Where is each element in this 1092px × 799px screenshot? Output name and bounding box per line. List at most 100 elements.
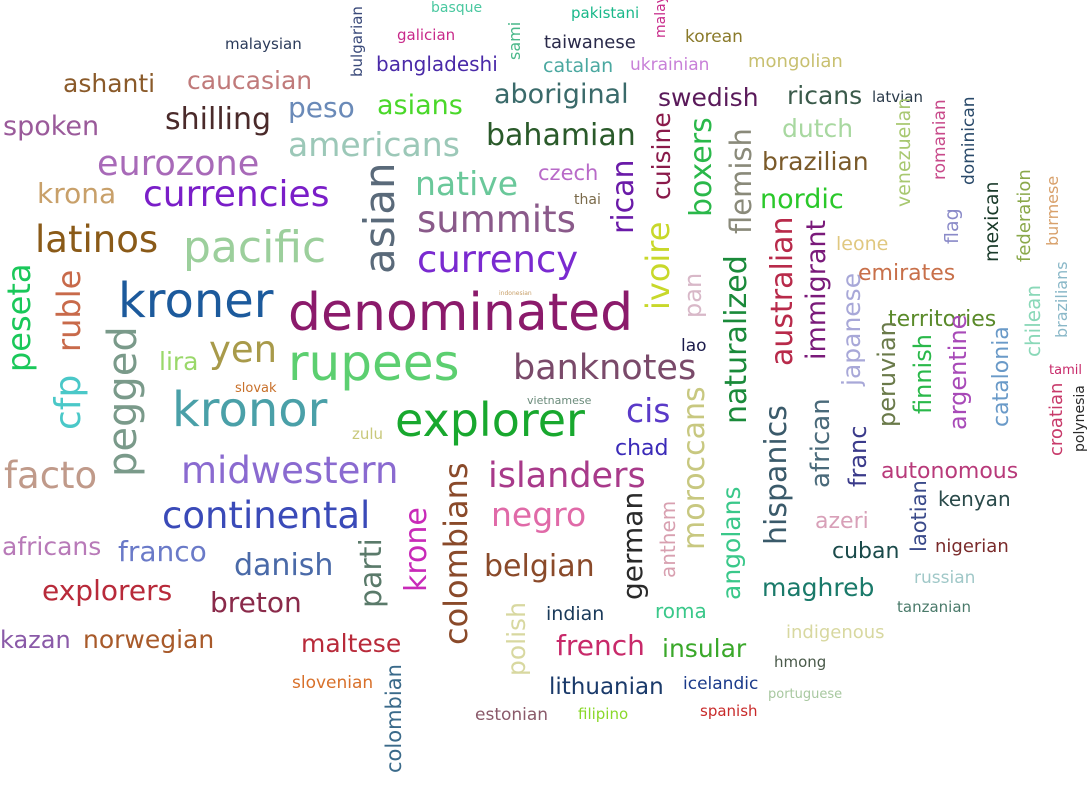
word-brazilians: brazilians: [1052, 261, 1071, 338]
word-franco: franco: [118, 535, 207, 568]
word-hispanics: hispanics: [759, 405, 794, 545]
word-kenyan: kenyan: [938, 487, 1011, 511]
word-german: german: [616, 492, 649, 600]
word-norwegian: norwegian: [83, 625, 214, 654]
word-malaysian: malaysian: [225, 35, 302, 53]
word-currencies: currencies: [143, 174, 329, 215]
word-native: native: [415, 164, 518, 203]
word-africans: africans: [2, 532, 101, 561]
word-laotian: laotian: [907, 480, 931, 552]
word-basque: basque: [431, 0, 482, 16]
word-banknotes: banknotes: [513, 348, 696, 388]
word-leone: leone: [836, 233, 888, 255]
word-mexican: mexican: [981, 181, 1003, 262]
word-peseta: peseta: [0, 263, 38, 372]
word-peruvian: peruvian: [873, 321, 901, 427]
word-vietnamese: vietnamese: [527, 394, 592, 407]
word-african: african: [806, 398, 836, 488]
word-facto: facto: [4, 454, 97, 497]
word-bangladeshi: bangladeshi: [376, 52, 498, 76]
word-catalonia: catalonia: [989, 326, 1014, 427]
words-vertical: asian pegged peseta ruble cfp rican cuis…: [0, 0, 1088, 773]
word-federation: federation: [1014, 169, 1035, 262]
word-japanese: japanese: [837, 273, 866, 387]
word-korean: korean: [685, 27, 743, 47]
word-indigenous: indigenous: [786, 622, 885, 643]
word-venezuelan: venezuelan: [893, 98, 915, 207]
words-horizontal: denominated rupees kroner kronor explore…: [0, 0, 1082, 725]
word-spoken: spoken: [3, 111, 99, 142]
word-chad: chad: [615, 436, 669, 461]
word-kroner: kroner: [118, 273, 274, 329]
word-maghreb: maghreb: [762, 573, 874, 602]
word-zulu: zulu: [352, 425, 383, 443]
word-ricans: ricans: [787, 81, 862, 110]
word-denominated: denominated: [288, 283, 633, 343]
word-galician: galician: [397, 26, 455, 44]
word-polynesia: polynesia: [1072, 385, 1088, 452]
word-cuban: cuban: [832, 539, 899, 564]
word-spanish: spanish: [700, 702, 758, 720]
word-lithuanian: lithuanian: [549, 674, 664, 700]
word-rican: rican: [606, 159, 641, 234]
word-french: french: [556, 629, 645, 662]
word-icelandic: icelandic: [683, 674, 758, 694]
word-anthem: anthem: [656, 501, 680, 578]
word-ashanti: ashanti: [63, 69, 155, 98]
word-emirates: emirates: [858, 261, 955, 286]
word-polish: polish: [502, 602, 531, 676]
word-pakistani: pakistani: [571, 4, 639, 22]
word-islanders: islanders: [488, 456, 646, 496]
word-brazilian: brazilian: [762, 147, 869, 176]
word-belgian: belgian: [484, 549, 595, 584]
word-taiwanese: taiwanese: [544, 32, 636, 53]
word-dutch: dutch: [782, 114, 853, 143]
word-danish: danish: [234, 548, 333, 583]
word-sami: sami: [505, 22, 524, 60]
word-americans: americans: [288, 125, 460, 164]
word-burmese: burmese: [1043, 176, 1062, 246]
word-peso: peso: [288, 91, 355, 124]
word-territories: territories: [888, 307, 996, 332]
word-mongolian: mongolian: [748, 51, 843, 72]
word-argentine: argentine: [944, 315, 972, 430]
word-asians: asians: [377, 90, 463, 121]
word-franc: franc: [844, 426, 872, 487]
word-bahamian: bahamian: [486, 118, 636, 153]
word-krone: krone: [399, 507, 434, 592]
word-ivoire: ivoire: [639, 222, 677, 310]
word-pan: pan: [679, 273, 707, 318]
word-krona: krona: [37, 177, 116, 210]
word-angolans: angolans: [717, 487, 746, 600]
word-kazan: kazan: [0, 626, 71, 654]
word-catalan: catalan: [543, 55, 613, 77]
word-caucasian: caucasian: [187, 66, 312, 95]
word-eurozone: eurozone: [97, 144, 259, 184]
word-naturalized: naturalized: [719, 255, 754, 424]
word-thai: thai: [574, 192, 601, 208]
word-insular: insular: [662, 634, 747, 663]
word-estonian: estonian: [475, 705, 548, 725]
word-latvian: latvian: [872, 88, 923, 106]
word-swedish: swedish: [658, 83, 759, 112]
word-autonomous: autonomous: [881, 459, 1018, 484]
word-ruble: ruble: [50, 270, 88, 352]
word-indonesian: indonesian: [499, 290, 532, 297]
word-lira: lira: [159, 347, 199, 376]
word-croatian: croatian: [1046, 383, 1067, 456]
word-maltese: maltese: [301, 629, 401, 658]
word-asian: asian: [355, 162, 404, 274]
word-czech: czech: [538, 161, 598, 185]
word-lao: lao: [681, 336, 707, 356]
word-roma: roma: [655, 599, 707, 623]
word-malay: malay: [653, 0, 669, 38]
word-dominican: dominican: [959, 96, 979, 185]
word-pacific: pacific: [183, 222, 326, 273]
word-australian: australian: [765, 216, 800, 366]
word-cis: cis: [626, 391, 671, 430]
word-hmong: hmong: [774, 653, 826, 671]
word-tanzanian: tanzanian: [897, 598, 971, 616]
word-cuisine: cuisine: [647, 112, 676, 200]
word-flag: flag: [941, 208, 963, 244]
